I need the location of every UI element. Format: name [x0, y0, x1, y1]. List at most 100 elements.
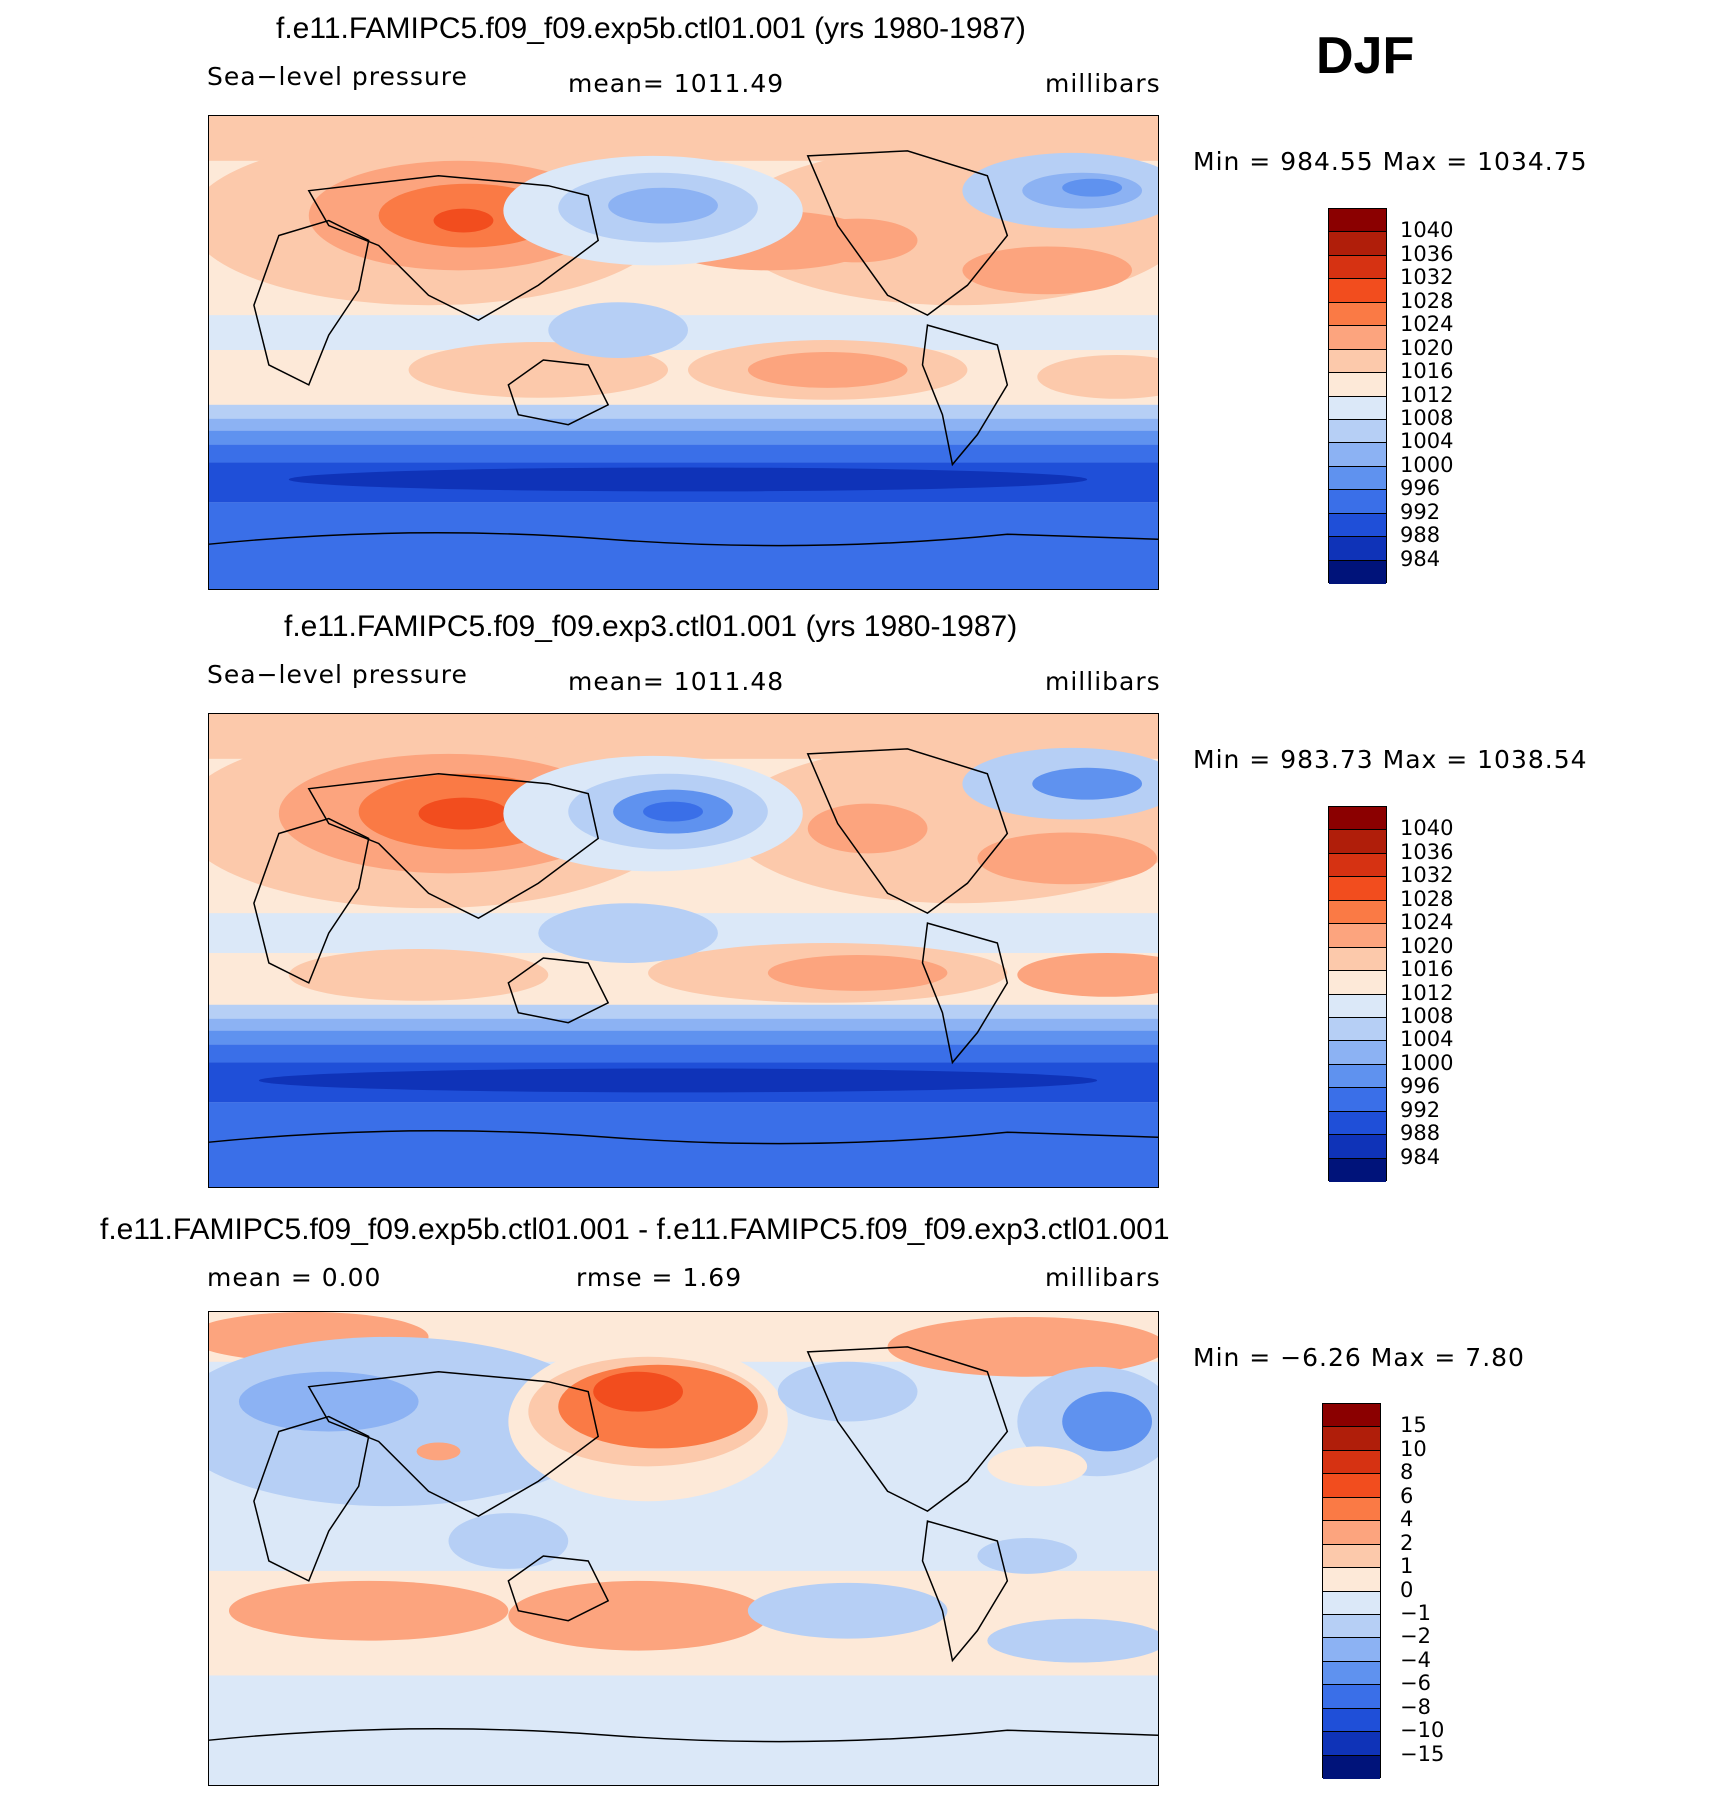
colorbar-tick-label: 992 [1400, 1097, 1441, 1122]
colorbar-tick-label: 8 [1400, 1460, 1414, 1485]
season-label: DJF [1316, 27, 1415, 85]
colorbar-swatch [1329, 830, 1386, 854]
colorbar-tick-label: 988 [1400, 1121, 1441, 1146]
panel-3-map [208, 1311, 1159, 1786]
colorbar-swatch [1329, 279, 1386, 303]
colorbar-swatch [1329, 232, 1386, 256]
colorbar-tick-label: 6 [1400, 1483, 1414, 1508]
colorbar-tick-label: 1040 [1400, 816, 1454, 841]
colorbar-tick-label: 1020 [1400, 933, 1454, 958]
colorbar-swatch [1329, 1111, 1386, 1136]
colorbar-tick-label: −8 [1400, 1694, 1431, 1719]
panel-1-min-max: Min = 984.55 Max = 1034.75 [1193, 147, 1588, 176]
colorbar-tick-label: 1008 [1400, 405, 1454, 430]
colorbar-swatch [1329, 900, 1386, 925]
colorbar-tick-label: −4 [1400, 1647, 1431, 1672]
colorbar-swatch [1329, 326, 1386, 350]
colorbar-swatch [1329, 419, 1386, 444]
colorbar-swatch [1323, 1544, 1380, 1569]
slp-field-exp5b [209, 116, 1158, 589]
panel-3-rmse: rmse = 1.69 [576, 1263, 743, 1292]
colorbar-swatch [1329, 924, 1386, 948]
colorbar-swatch [1329, 853, 1386, 878]
colorbar-swatch [1323, 1708, 1380, 1733]
colorbar-swatch [1329, 302, 1386, 327]
panel-1-colorbar [1328, 208, 1387, 584]
panel-3-units: millibars [1045, 1263, 1161, 1292]
panel-2-mean: mean= 1011.48 [568, 667, 785, 696]
panel-3-min-max: Min = −6.26 Max = 7.80 [1193, 1343, 1525, 1372]
colorbar-swatch [1329, 971, 1386, 995]
colorbar-tick-label: 1004 [1400, 1027, 1454, 1052]
colorbar-swatch [1323, 1638, 1380, 1662]
panel-1-map [208, 115, 1159, 590]
colorbar-swatch [1329, 466, 1386, 491]
panel-3-mean: mean = 0.00 [207, 1263, 382, 1292]
colorbar-swatch [1323, 1568, 1380, 1592]
colorbar-swatch [1329, 1158, 1386, 1182]
colorbar-swatch [1329, 490, 1386, 514]
panel-2-min-max: Min = 983.73 Max = 1038.54 [1193, 745, 1588, 774]
colorbar-swatch [1323, 1497, 1380, 1522]
colorbar-tick-label: 1012 [1400, 382, 1454, 407]
colorbar-tick-label: 1028 [1400, 886, 1454, 911]
colorbar-tick-label: 1016 [1400, 957, 1454, 982]
colorbar-tick-label: −2 [1400, 1624, 1431, 1649]
colorbar-swatch [1323, 1404, 1380, 1428]
colorbar-tick-label: 1020 [1400, 335, 1454, 360]
slp-difference-field [209, 1312, 1158, 1785]
colorbar-swatch [1329, 513, 1386, 538]
colorbar-swatch [1329, 994, 1386, 1018]
panel-1-units: millibars [1045, 69, 1161, 98]
colorbar-swatch [1329, 947, 1386, 972]
colorbar-swatch [1329, 537, 1386, 561]
panel-1-mean: mean= 1011.49 [568, 69, 785, 98]
colorbar-tick-label: 988 [1400, 523, 1441, 548]
colorbar-swatch [1323, 1591, 1380, 1615]
colorbar-tick-label: 10 [1400, 1436, 1427, 1461]
colorbar-tick-label: 1028 [1400, 288, 1454, 313]
colorbar-tick-label: 1032 [1400, 265, 1454, 290]
colorbar-swatch [1323, 1427, 1380, 1451]
colorbar-tick-label: 1016 [1400, 359, 1454, 384]
colorbar-tick-label: 996 [1400, 476, 1441, 501]
colorbar-swatch [1329, 396, 1386, 420]
colorbar-swatch [1329, 1135, 1386, 1159]
colorbar-swatch [1323, 1685, 1380, 1709]
colorbar-swatch [1329, 1088, 1386, 1112]
colorbar-swatch [1329, 1064, 1386, 1089]
colorbar-tick-label: 984 [1400, 1144, 1441, 1169]
colorbar-swatch [1323, 1755, 1380, 1779]
colorbar-tick-label: −15 [1400, 1741, 1445, 1766]
colorbar-swatch [1323, 1732, 1380, 1756]
colorbar-tick-label: 1036 [1400, 241, 1454, 266]
colorbar-swatch [1323, 1521, 1380, 1545]
colorbar-tick-label: 1008 [1400, 1003, 1454, 1028]
colorbar-swatch [1329, 1041, 1386, 1065]
colorbar-tick-label: 1024 [1400, 910, 1454, 935]
panel-2-title: f.e11.FAMIPC5.f09_f09.exp3.ctl01.001 (yr… [284, 610, 1018, 643]
colorbar-swatch [1323, 1450, 1380, 1475]
colorbar-swatch [1329, 209, 1386, 233]
colorbar-swatch [1323, 1474, 1380, 1498]
colorbar-tick-label: 4 [1400, 1507, 1414, 1532]
colorbar-tick-label: −1 [1400, 1600, 1431, 1625]
colorbar-tick-label: 996 [1400, 1074, 1441, 1099]
colorbar-swatch [1323, 1614, 1380, 1639]
colorbar-tick-label: −10 [1400, 1718, 1445, 1743]
colorbar-tick-label: 1012 [1400, 980, 1454, 1005]
colorbar-swatch [1329, 443, 1386, 467]
colorbar-swatch [1329, 349, 1386, 374]
colorbar-swatch [1329, 373, 1386, 397]
panel-2-colorbar [1328, 806, 1387, 1182]
colorbar-tick-label: 992 [1400, 499, 1441, 524]
colorbar-tick-label: 1032 [1400, 863, 1454, 888]
panel-1-title: f.e11.FAMIPC5.f09_f09.exp5b.ctl01.001 (y… [276, 12, 1026, 45]
colorbar-tick-label: 984 [1400, 546, 1441, 571]
colorbar-swatch [1329, 877, 1386, 901]
colorbar-tick-label: −6 [1400, 1671, 1431, 1696]
colorbar-swatch [1329, 560, 1386, 584]
panel-3-title: f.e11.FAMIPC5.f09_f09.exp5b.ctl01.001 - … [100, 1213, 1170, 1246]
colorbar-swatch [1323, 1661, 1380, 1686]
colorbar-tick-label: 1040 [1400, 218, 1454, 243]
